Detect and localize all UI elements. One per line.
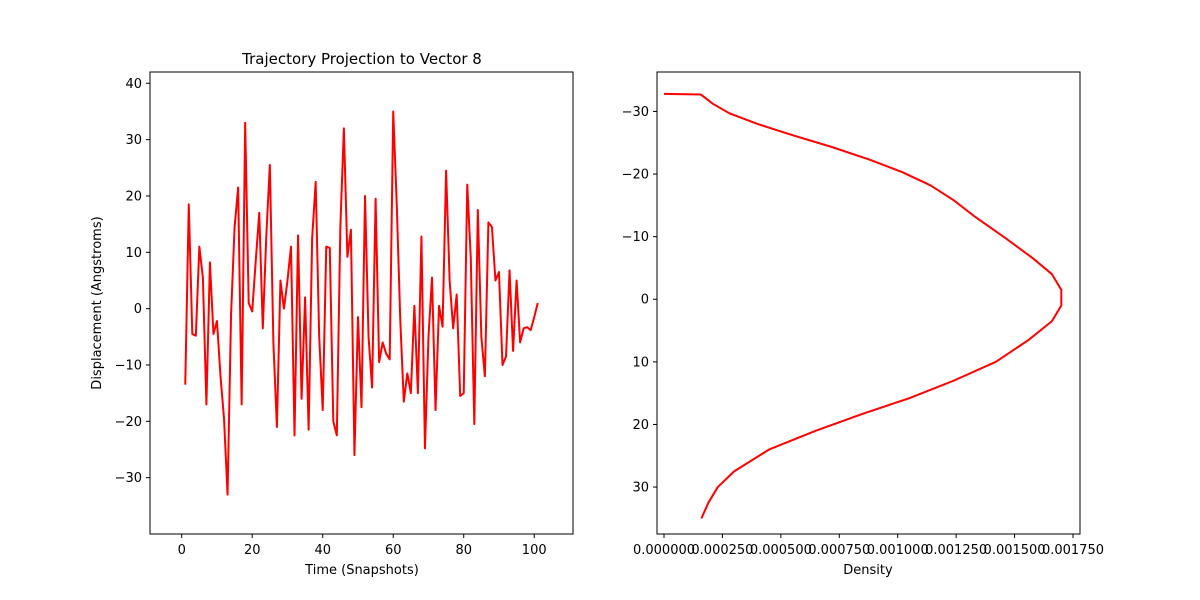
right-plot-frame [656,71,1081,535]
left-x-tick-label: 60 [385,543,402,558]
right-series-line [663,92,1063,519]
left-y-tick-label: 40 [125,77,142,92]
left-y-axis-ticks: −30 −20 −10 0 10 20 30 40 [115,77,150,486]
right-y-tick-label: 30 [632,481,649,496]
right-y-axis-ticks: −30 −20 −10 0 10 20 30 [622,105,657,496]
left-x-tick-label: 20 [244,543,261,558]
right-y-tick-label: −10 [622,230,649,245]
right-chart-marks [663,92,1063,519]
right-x-axis-ticks: 0.0000000.0002500.0005000.0007500.001000… [633,534,1104,558]
left-x-tick-label: 80 [455,543,472,558]
left-y-tick-label: 20 [125,189,142,204]
left-x-axis-label: Time (Snapshots) [304,563,419,578]
right-chart: 0.0000000.0002500.0005000.0007500.001000… [622,71,1104,578]
left-y-axis-label: Displacement (Angstroms) [90,216,105,389]
right-x-tick-label: 0.001500 [984,543,1046,558]
right-y-tick-label: −20 [622,168,649,183]
right-y-tick-label: 0 [641,293,649,308]
right-x-tick-label: 0.001750 [1042,543,1104,558]
left-y-tick-label: −30 [115,471,142,486]
right-x-axis-label: Density [843,563,893,578]
left-x-tick-label: 40 [314,543,331,558]
right-y-tick-label: 20 [632,418,649,433]
right-x-tick-label: 0.001250 [925,543,987,558]
right-y-tick-label: −30 [622,105,649,120]
right-y-tick-label: 10 [632,355,649,370]
left-x-tick-label: 0 [178,543,186,558]
right-x-tick-label: 0.000000 [633,543,695,558]
right-x-tick-label: 0.000250 [691,543,753,558]
left-y-tick-label: −10 [115,358,142,373]
left-y-tick-label: 30 [125,133,142,148]
right-x-tick-label: 0.000750 [808,543,870,558]
right-x-tick-label: 0.000500 [750,543,812,558]
left-series-line [184,110,539,496]
left-plot-frame [149,71,574,535]
left-chart-marks [184,110,539,496]
left-chart: Trajectory Projection to Vector 8 0 20 40 6… [90,50,574,578]
left-chart-title: Trajectory Projection to Vector 8 [241,50,482,68]
left-x-tick-label: 100 [522,543,547,558]
left-x-axis-ticks: 0 20 40 60 80 100 [178,534,547,558]
left-y-tick-label: −20 [115,415,142,430]
left-y-tick-label: 0 [134,302,142,317]
right-x-tick-label: 0.001000 [867,543,929,558]
left-y-tick-label: 10 [125,246,142,261]
